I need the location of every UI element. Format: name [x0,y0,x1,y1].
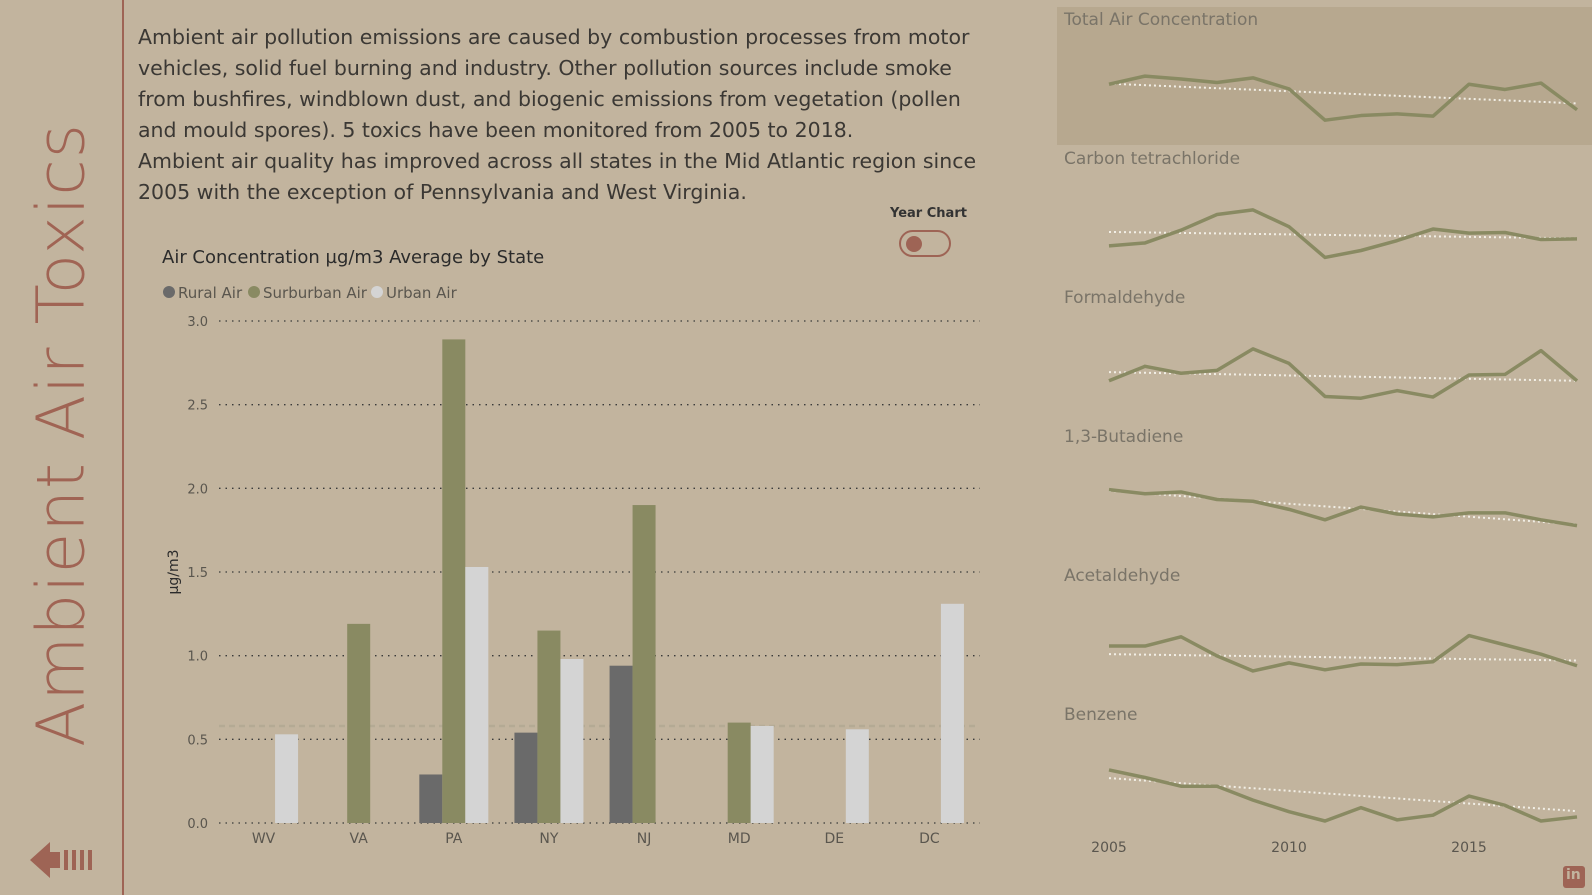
intro-text: Ambient air pollution emissions are caus… [138,22,988,208]
sparkline-title: 1,3-Butadiene [1064,427,1183,447]
legend-swatch [163,286,175,298]
bar [347,623,371,823]
x-tick-label: 2015 [1451,840,1487,856]
toggle-knob [906,236,922,252]
y-tick-label: 1.5 [187,566,208,581]
bar [750,725,774,823]
y-tick-label: 2.0 [187,482,208,497]
legend-label: Rural Air [178,284,243,302]
sparkline-title: Carbon tetrachloride [1064,149,1240,169]
sparkline-series [1109,633,1578,673]
sparkline-series [1108,347,1579,400]
x-tick-label: NJ [637,831,652,847]
sparkline-title: Benzene [1064,705,1138,725]
x-tick-label: DE [824,831,844,847]
sparkline-title: Formaldehyde [1064,288,1185,308]
x-tick-label: DC [919,831,940,847]
y-tick-label: 3.0 [187,315,208,330]
bar [537,630,561,823]
trend-line [1108,230,1578,240]
y-axis-label: µg/m3 [166,549,182,594]
bar [632,505,656,823]
x-tick-label: WV [252,831,276,847]
x-tick-label: PA [445,831,463,847]
bar [419,774,443,823]
sparkline-title: Total Air Concentration [1063,10,1258,30]
y-tick-label: 0.5 [187,733,208,748]
chart-title: Air Concentration µg/m3 Average by State [162,247,544,268]
y-tick-label: 2.5 [187,399,208,414]
bar [465,566,489,823]
sparkline-series [1108,487,1578,528]
sparkline-series [1108,208,1578,260]
bar [514,732,538,823]
intro-paragraph: Ambient air quality has improved across … [138,149,977,204]
bar [940,603,964,823]
sparkline-series [1108,74,1579,122]
toggle-label: Year Chart [890,206,967,221]
intro-paragraph: Ambient air pollution emissions are caus… [138,25,970,142]
legend-label: Surburban Air [263,284,368,302]
x-tick-label: NY [539,831,558,847]
sparkline-series [1108,768,1578,823]
trend-line [1108,371,1578,382]
trend-line [1108,777,1578,813]
y-tick-label: 1.0 [187,650,208,665]
linkedin-label: in [1566,867,1581,883]
bar [845,729,869,823]
back-arrow-icon[interactable] [30,840,94,880]
bar [275,734,299,823]
legend-label: Urban Air [386,284,458,302]
legend-swatch [371,286,383,298]
bar-chart: Air Concentration µg/m3 Average by State… [162,247,980,847]
x-tick-label: VA [350,831,369,847]
bar [609,665,633,823]
sparkline-panel: Total Air Concentration Carbon tetrachlor… [1057,7,1592,856]
y-tick-label: 0.0 [187,817,208,832]
trend-line [1108,82,1578,105]
x-tick-label: 2010 [1271,840,1307,856]
bar [560,659,584,823]
bar [442,339,466,823]
left-rail: Ambient Air Toxics [0,0,124,895]
sparkline-title: Acetaldehyde [1064,566,1180,586]
trend-line [1108,489,1578,526]
trend-line [1108,653,1578,662]
legend-swatch [248,286,260,298]
year-chart-toggle[interactable] [899,230,951,257]
x-tick-label: MD [728,831,751,847]
bar [727,722,751,823]
linkedin-icon[interactable]: in [1563,866,1585,888]
x-tick-label: 2005 [1091,840,1127,856]
